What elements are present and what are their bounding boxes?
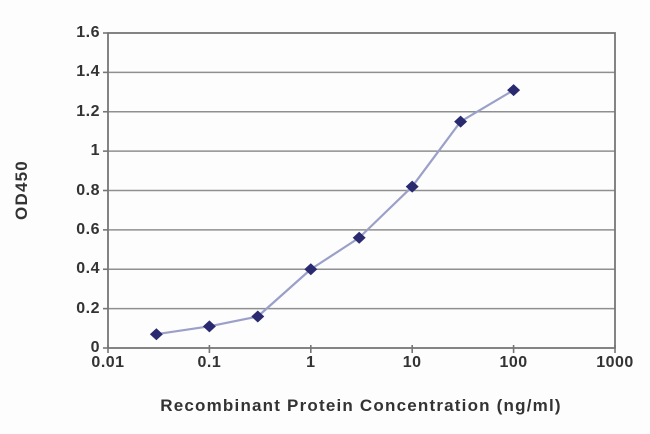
x-tick-label-10: 10 bbox=[402, 354, 422, 371]
y-tick-label-0: 0 bbox=[90, 339, 100, 356]
data-point-marker bbox=[149, 328, 163, 341]
data-point-marker bbox=[454, 115, 468, 128]
data-point-marker bbox=[405, 180, 419, 193]
y-tick-label-0.8: 0.8 bbox=[76, 181, 100, 199]
y-tick-label-0.4: 0.4 bbox=[76, 260, 100, 278]
y-axis-title: OD450 bbox=[12, 160, 31, 220]
x-axis-title: Recombinant Protein Concentration (ng/ml… bbox=[160, 396, 562, 415]
y-tick-label-1.4: 1.4 bbox=[76, 63, 100, 81]
x-tick-label-0.01: 0.01 bbox=[91, 354, 125, 371]
y-tick-label-1.6: 1.6 bbox=[76, 24, 100, 41]
data-point-marker bbox=[352, 231, 366, 244]
y-tick-label-1: 1 bbox=[90, 142, 100, 160]
data-point-marker bbox=[304, 263, 318, 276]
data-point-marker bbox=[507, 84, 521, 97]
x-tick-label-1000: 1000 bbox=[596, 354, 634, 371]
x-tick-label-1: 1 bbox=[306, 354, 316, 371]
y-tick-label-1.2: 1.2 bbox=[76, 102, 100, 120]
y-tick-label-0.6: 0.6 bbox=[76, 220, 100, 238]
data-point-marker bbox=[251, 310, 265, 323]
series-line bbox=[156, 89, 515, 336]
y-tick-label-0.2: 0.2 bbox=[76, 299, 100, 317]
data-point-marker bbox=[202, 320, 216, 333]
x-tick-label-100: 100 bbox=[499, 354, 528, 371]
x-tick-label-0.1: 0.1 bbox=[197, 354, 222, 371]
